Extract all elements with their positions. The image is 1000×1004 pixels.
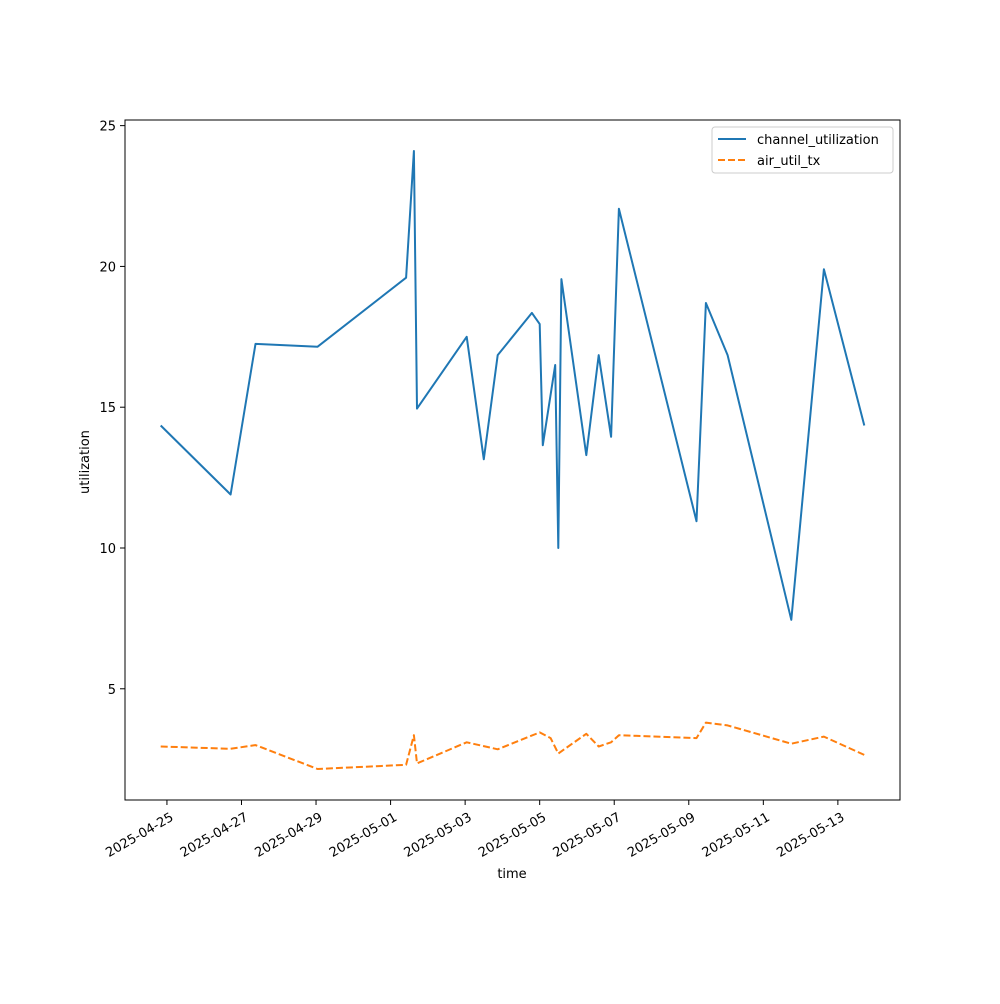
data-point-channel-utilization-25 <box>862 424 866 428</box>
data-point-air-util-tx-18 <box>726 723 730 727</box>
data-point-channel-utilization-19 <box>617 207 621 211</box>
data-point-air-util-tx-7 <box>465 740 469 744</box>
data-point-air-util-tx-6 <box>415 761 419 765</box>
y-tick-label: 5 <box>108 683 116 698</box>
data-point-channel-utilization-23 <box>789 618 793 622</box>
data-point-channel-utilization-20 <box>695 519 699 523</box>
legend-label-channel-utilization: channel_utilization <box>757 133 879 148</box>
data-point-air-util-tx-5 <box>412 733 416 737</box>
data-point-channel-utilization-7 <box>465 335 469 339</box>
data-point-channel-utilization-6 <box>415 407 419 411</box>
plot-frame <box>124 119 901 801</box>
legend: channel_utilization air_util_tx <box>711 126 894 174</box>
data-point-air-util-tx-9 <box>538 730 542 734</box>
data-point-air-util-tx-15 <box>617 733 621 737</box>
data-point-air-util-tx-4 <box>404 763 408 767</box>
data-point-air-util-tx-13 <box>597 745 601 749</box>
data-point-channel-utilization-16 <box>584 453 588 457</box>
data-point-channel-utilization-18 <box>609 435 613 439</box>
data-point-air-util-tx-19 <box>789 742 793 746</box>
data-point-channel-utilization-11 <box>538 322 542 326</box>
data-point-air-util-tx-17 <box>704 721 708 725</box>
data-point-air-util-tx-12 <box>584 732 588 736</box>
data-point-channel-utilization-13 <box>553 363 557 367</box>
legend-box <box>711 126 894 174</box>
data-point-air-util-tx-20 <box>822 735 826 739</box>
data-point-channel-utilization-22 <box>726 353 730 357</box>
x-axis-label: time <box>497 867 526 882</box>
data-point-channel-utilization-9 <box>496 353 500 357</box>
data-point-channel-utilization-0 <box>159 424 163 428</box>
y-axis-label: utilization <box>78 430 93 494</box>
series-line-air-util-tx <box>160 721 865 770</box>
data-point-channel-utilization-21 <box>704 301 708 305</box>
data-point-channel-utilization-17 <box>597 353 601 357</box>
y-tick-label: 25 <box>99 120 116 135</box>
data-point-channel-utilization-24 <box>822 267 826 271</box>
data-point-channel-utilization-4 <box>404 276 408 280</box>
y-tick-label: 15 <box>99 401 116 416</box>
data-point-air-util-tx-3 <box>316 767 320 771</box>
data-point-channel-utilization-12 <box>541 443 545 447</box>
data-point-channel-utilization-14 <box>556 546 560 550</box>
y-tick-label: 20 <box>99 260 116 275</box>
data-point-channel-utilization-15 <box>559 277 563 281</box>
data-point-air-util-tx-21 <box>862 753 866 757</box>
y-axis: 5 10 15 20 25 <box>99 120 125 698</box>
data-point-channel-utilization-8 <box>482 457 486 461</box>
series-line-channel-utilization <box>159 150 866 621</box>
data-point-channel-utilization-5 <box>412 149 416 153</box>
data-point-channel-utilization-2 <box>253 342 257 346</box>
data-point-air-util-tx-10 <box>549 736 553 740</box>
data-point-air-util-tx-16 <box>695 736 699 740</box>
y-tick-label: 10 <box>99 542 116 557</box>
data-point-channel-utilization-1 <box>229 492 233 496</box>
series-layer <box>159 149 866 771</box>
data-point-air-util-tx-8 <box>496 747 500 751</box>
data-point-channel-utilization-3 <box>316 345 320 349</box>
legend-label-air-util-tx: air_util_tx <box>757 154 821 169</box>
data-point-air-util-tx-14 <box>609 740 613 744</box>
data-point-air-util-tx-1 <box>229 747 233 751</box>
data-point-air-util-tx-2 <box>253 743 257 747</box>
data-point-channel-utilization-10 <box>530 311 534 315</box>
data-point-air-util-tx-0 <box>159 745 163 749</box>
data-point-air-util-tx-11 <box>556 752 560 756</box>
